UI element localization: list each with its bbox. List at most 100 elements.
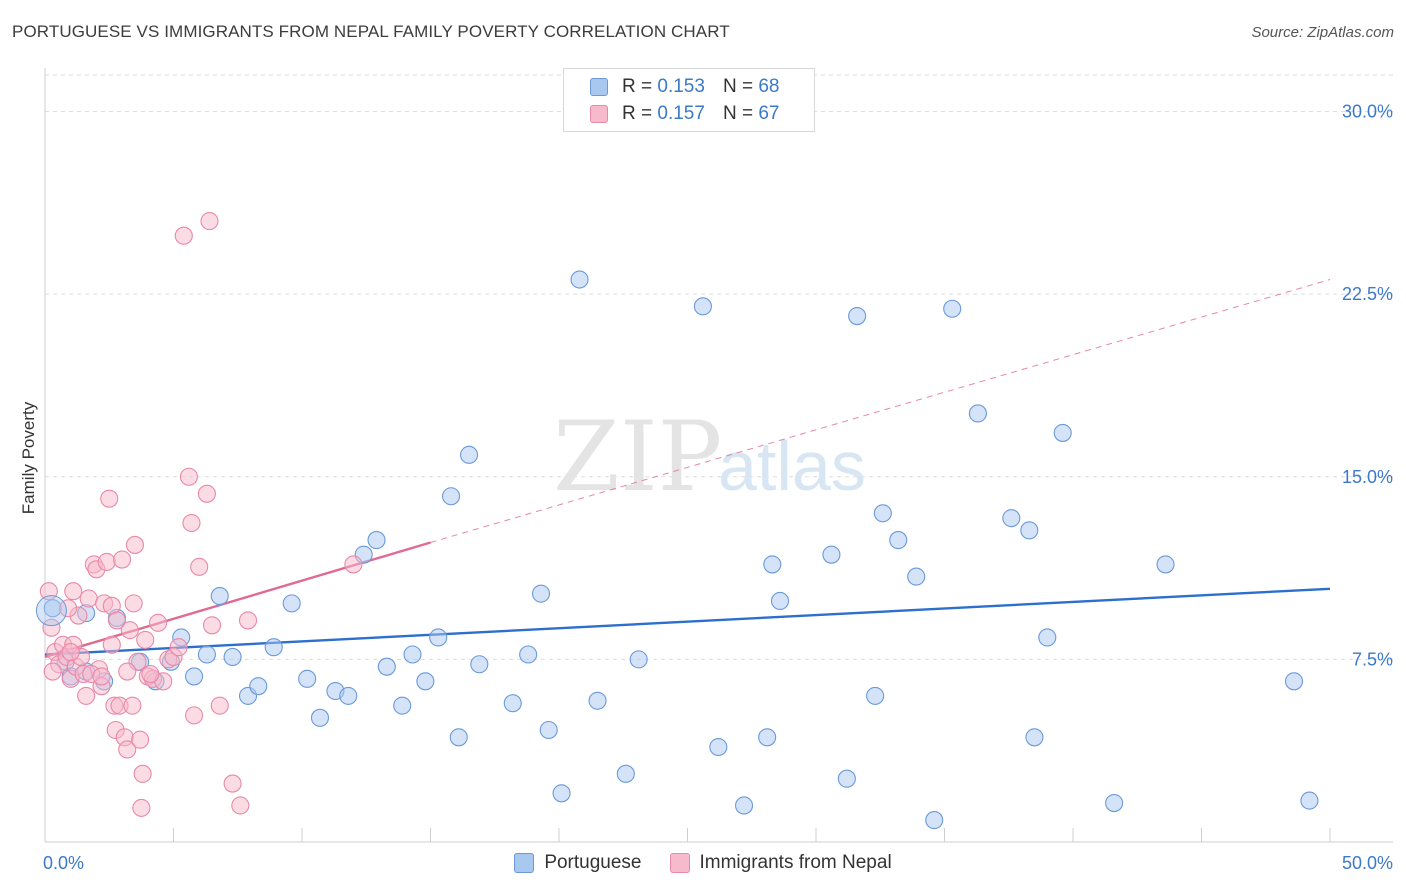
legend-swatch-portuguese	[514, 853, 535, 873]
y-tick-label: 15.0%	[1342, 467, 1393, 487]
y-tick-label: 22.5%	[1342, 284, 1393, 304]
y-tick-label: 7.5%	[1352, 649, 1393, 669]
nepal-point	[197, 484, 216, 503]
portuguese-point	[459, 445, 479, 464]
nepal-point	[141, 664, 160, 684]
nepal-point	[61, 643, 80, 662]
nepal-point	[124, 594, 143, 613]
nepal-point	[182, 513, 201, 533]
nepal-point	[223, 774, 242, 793]
legend-swatch-nepal	[669, 853, 690, 873]
portuguese-point	[758, 728, 777, 747]
axes	[44, 68, 1393, 843]
nepal-point	[100, 489, 119, 508]
nepal-point	[102, 635, 121, 654]
portuguese-point	[866, 686, 885, 705]
portuguese-point	[1053, 423, 1072, 442]
portuguese-point	[185, 667, 204, 686]
y-tick-label: 30.0%	[1342, 102, 1393, 122]
nepal-point	[179, 467, 198, 486]
legend-row-nepal: R = 0.157 N = 67	[590, 101, 779, 127]
nepal-point	[200, 212, 219, 231]
legend-swatch-nepal	[590, 105, 608, 123]
nepal-point	[125, 535, 144, 554]
portuguese-point	[403, 645, 422, 664]
n-value: 67	[758, 103, 780, 124]
portuguese-point	[837, 769, 856, 788]
nepal-point	[169, 638, 188, 657]
x-tick-label: 50.0%	[1342, 853, 1393, 873]
nepal-point	[113, 550, 132, 569]
nepal-point	[210, 696, 229, 715]
nepal-point	[64, 582, 83, 601]
portuguese-point	[1156, 555, 1175, 574]
portuguese-point	[470, 655, 489, 674]
nepal-point	[231, 796, 250, 815]
nepal-point	[43, 662, 62, 681]
r-label: R =	[622, 103, 653, 124]
correlation-legend: R = 0.153 N = 68 R = 0.157 N = 67	[563, 68, 815, 132]
nepal-point	[190, 557, 209, 576]
portuguese-point	[1105, 793, 1124, 813]
portuguese-point	[1025, 728, 1044, 747]
portuguese-trend-line	[44, 587, 1331, 656]
portuguese-point	[616, 764, 635, 783]
nepal-point	[185, 706, 204, 725]
portuguese-point	[377, 657, 396, 676]
portuguese-point	[873, 504, 892, 523]
nepal-point	[344, 555, 363, 574]
portuguese-point	[264, 638, 283, 657]
portuguese-point	[693, 297, 712, 316]
r-value: 0.157	[657, 103, 705, 124]
portuguese-point	[822, 545, 841, 564]
portuguese-point	[1020, 521, 1039, 540]
watermark-zip: ZIP	[553, 401, 722, 513]
portuguese-point	[588, 691, 607, 710]
nepal-point	[132, 798, 151, 817]
portuguese-point	[197, 645, 216, 664]
portuguese-point	[310, 708, 330, 727]
nepal-point	[136, 630, 155, 649]
portuguese-point	[570, 270, 589, 289]
portuguese-point	[298, 669, 317, 688]
portuguese-point	[763, 555, 782, 574]
legend-swatch-portuguese	[590, 78, 608, 96]
watermark: ZIP atlas	[553, 401, 866, 513]
nepal-point	[123, 696, 142, 715]
portuguese-point	[210, 587, 229, 606]
nepal-point	[92, 667, 111, 686]
portuguese-point	[889, 531, 908, 550]
nepal-point	[79, 589, 98, 608]
portuguese-point	[734, 796, 754, 815]
nepal-point	[77, 686, 96, 705]
portuguese-point	[519, 645, 538, 664]
portuguese-point	[223, 647, 242, 666]
portuguese-point	[943, 299, 962, 318]
portuguese-point	[449, 728, 468, 747]
portuguese-point	[968, 404, 987, 423]
nepal-point	[97, 552, 116, 572]
y-axis-label: Family Poverty	[19, 401, 38, 514]
x-tick-labels: 0.0% 50.0%	[43, 853, 1393, 873]
legend-label: Portuguese	[544, 852, 642, 873]
portuguese-point	[848, 307, 867, 326]
nepal-point	[42, 618, 61, 637]
portuguese-point	[709, 737, 728, 757]
portuguese-point	[531, 584, 551, 603]
portuguese-point	[1300, 791, 1319, 810]
portuguese-point	[629, 650, 648, 669]
legend-item-nepal[interactable]: Immigrants from Nepal	[669, 852, 892, 874]
portuguese-point	[442, 487, 461, 506]
source-label: Source: ZipAtlas.com	[1251, 24, 1394, 41]
portuguese-point	[282, 594, 301, 613]
r-value: 0.153	[657, 76, 705, 97]
nepal-point	[174, 226, 193, 245]
n-value: 68	[758, 76, 780, 97]
nepal-trend-extension	[430, 279, 1331, 543]
y-tick-labels: 7.5% 15.0% 22.5% 30.0%	[1342, 102, 1393, 670]
portuguese-point	[249, 677, 268, 696]
portuguese-point	[416, 672, 435, 691]
legend-item-portuguese[interactable]: Portuguese	[514, 852, 642, 874]
nepal-point	[107, 611, 127, 630]
